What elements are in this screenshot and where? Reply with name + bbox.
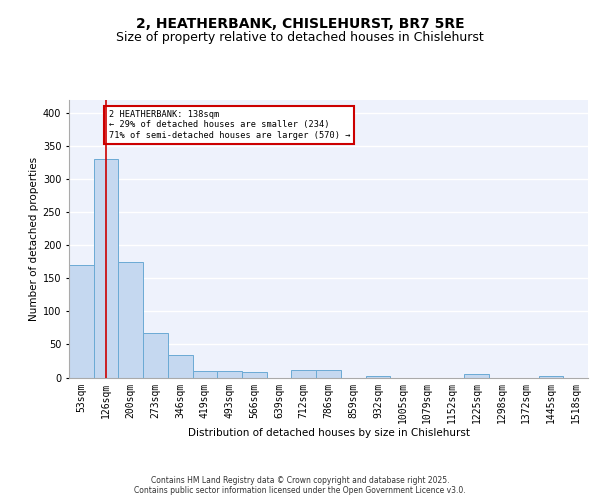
Bar	[365, 376, 390, 378]
Bar	[143, 332, 168, 378]
Bar	[242, 372, 267, 378]
X-axis label: Distribution of detached houses by size in Chislehurst: Distribution of detached houses by size …	[187, 428, 470, 438]
Bar	[292, 370, 316, 378]
Bar	[316, 370, 341, 378]
Text: Size of property relative to detached houses in Chislehurst: Size of property relative to detached ho…	[116, 31, 484, 44]
Text: 2, HEATHERBANK, CHISLEHURST, BR7 5RE: 2, HEATHERBANK, CHISLEHURST, BR7 5RE	[136, 18, 464, 32]
Bar	[94, 160, 118, 378]
Bar	[69, 265, 94, 378]
Bar	[118, 262, 143, 378]
Bar	[217, 371, 242, 378]
Bar	[464, 374, 489, 378]
Bar	[539, 376, 563, 378]
Y-axis label: Number of detached properties: Number of detached properties	[29, 156, 38, 321]
Bar	[193, 371, 217, 378]
Bar	[168, 355, 193, 378]
Text: 2 HEATHERBANK: 138sqm
← 29% of detached houses are smaller (234)
71% of semi-det: 2 HEATHERBANK: 138sqm ← 29% of detached …	[109, 110, 350, 140]
Text: Contains HM Land Registry data © Crown copyright and database right 2025.
Contai: Contains HM Land Registry data © Crown c…	[134, 476, 466, 495]
